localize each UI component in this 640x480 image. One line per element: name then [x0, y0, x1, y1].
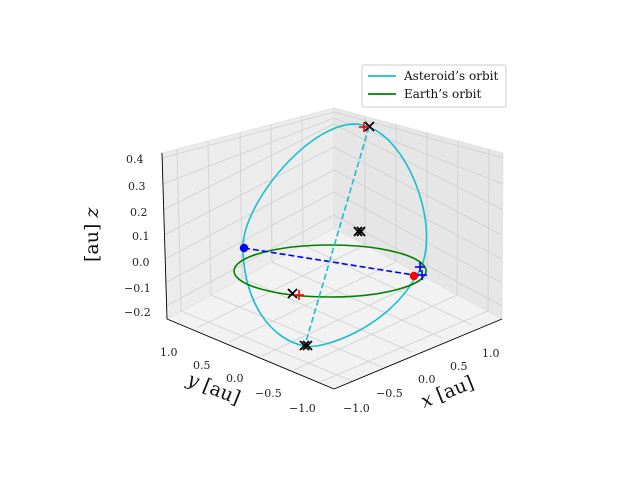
marker-node-blue — [239, 243, 249, 253]
marker-node-blue-plus-1 — [415, 262, 425, 272]
y-tick-label: −1.0 — [289, 402, 316, 415]
y-tick-label: 0.5 — [193, 359, 211, 372]
x-tick-label: −1.0 — [343, 402, 370, 415]
marker-node-blue-plus-2 — [417, 270, 427, 280]
z-tick-label: −0.2 — [124, 306, 151, 319]
x-ticks: −1.0 −0.5 0.0 0.5 1.0 — [343, 347, 500, 415]
z-tick-label: 0.1 — [132, 230, 150, 243]
z-tick-label: 0.0 — [132, 256, 150, 269]
x-axis-label-var: x — [418, 388, 436, 413]
z-tick-label: 0.3 — [128, 180, 146, 193]
y-tick-label: 1.0 — [160, 346, 178, 359]
z-axis-line — [161, 152, 168, 320]
marker-apsis-top-x — [364, 121, 375, 132]
y-tick-label: 0.0 — [226, 372, 244, 385]
line-of-apsides — [304, 126, 370, 346]
plot-lines — [233, 123, 428, 348]
marker-node-red-plus — [294, 290, 304, 300]
z-axis-label-unit: [au] — [81, 224, 103, 262]
z-tick-label: −0.1 — [124, 282, 151, 295]
legend: Asteroid’s orbit Earth’s orbit — [361, 64, 507, 108]
series-asteroid-orbit — [242, 123, 428, 348]
marker-node-x — [287, 288, 298, 299]
y-axis-label-var: y — [183, 368, 202, 393]
z-tick-label: 0.4 — [126, 153, 144, 166]
series-earth-orbit — [233, 244, 427, 298]
svg-text:[au] z: [au] z — [81, 207, 103, 262]
x-tick-label: 1.0 — [482, 347, 500, 360]
axis-lines — [161, 152, 503, 390]
legend-box — [361, 64, 507, 108]
z-tick-label: 0.2 — [130, 206, 148, 219]
marker-apsis-top-plus — [359, 122, 369, 132]
x-tick-label: −0.5 — [376, 387, 403, 400]
x-tick-label: 0.5 — [450, 360, 468, 373]
legend-entry-asteroid: Asteroid’s orbit — [403, 69, 498, 83]
z-axis-label-var: z — [81, 207, 103, 219]
markers — [239, 121, 427, 351]
x-axis-label-unit: [au] — [433, 372, 477, 407]
line-of-nodes — [243, 247, 421, 277]
y-ticks: 1.0 0.5 0.0 −0.5 −1.0 — [160, 346, 316, 415]
pane-back-right — [333, 107, 504, 320]
marker-apsis-bottom-x — [299, 340, 313, 351]
z-axis-label: [au] z — [81, 207, 103, 262]
y-tick-label: −0.5 — [255, 387, 282, 400]
x-axis-line — [333, 318, 503, 390]
marker-node-red — [409, 271, 419, 281]
x-tick-label: 0.0 — [418, 373, 436, 386]
legend-entry-earth: Earth’s orbit — [404, 87, 481, 101]
y-axis-line — [166, 318, 335, 390]
z-ticks: −0.2 −0.1 0.0 0.1 0.2 0.3 0.4 — [124, 153, 151, 319]
marker-center-x — [353, 226, 366, 237]
